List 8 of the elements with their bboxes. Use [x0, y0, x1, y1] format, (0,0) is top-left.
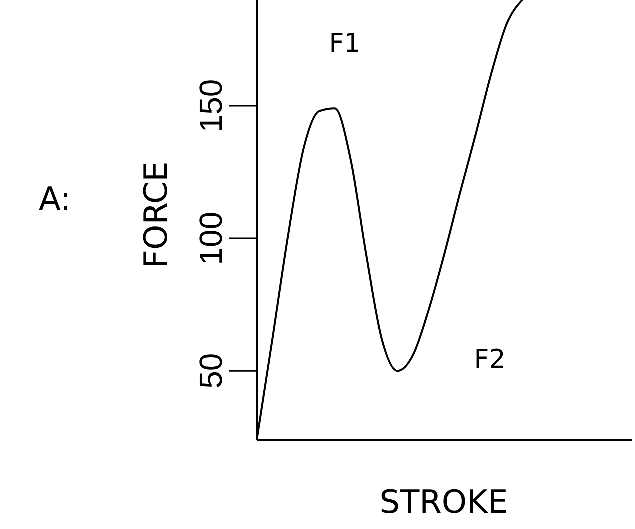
annotation: F1	[329, 29, 361, 59]
x-axis-title: STROKE	[380, 483, 508, 521]
y-axis-title: FORCE	[137, 162, 175, 268]
text: A:	[38, 180, 72, 218]
y-tick-label: 100	[193, 212, 229, 266]
y-tick-label: 50	[193, 353, 229, 389]
annotation: F2	[474, 345, 506, 375]
y-tick-label: 150	[193, 79, 229, 133]
